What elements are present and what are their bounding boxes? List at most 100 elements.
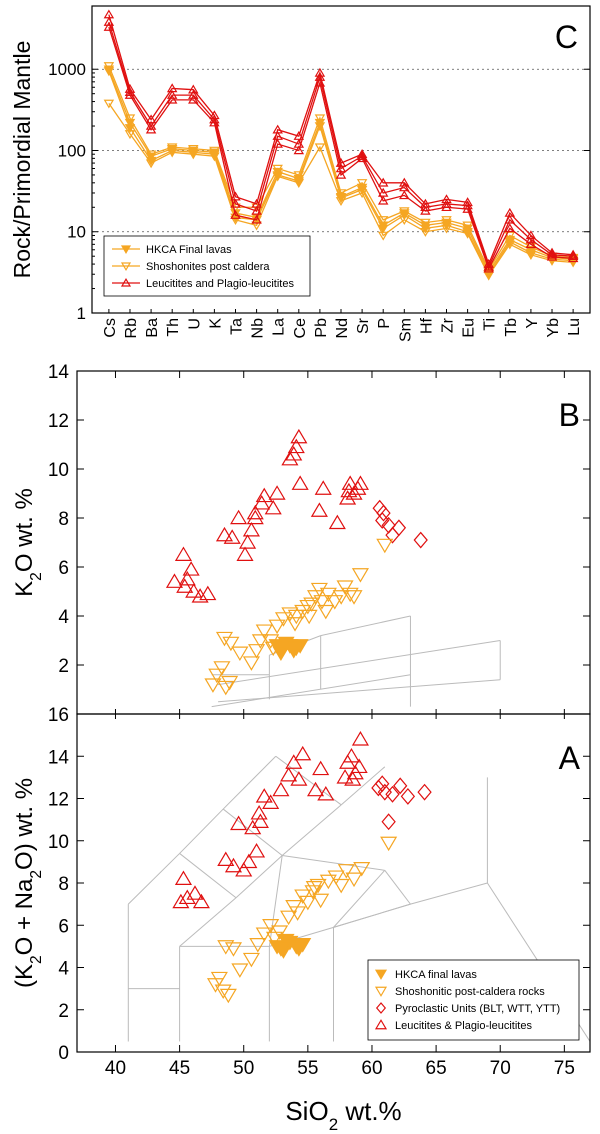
legend: HKCA Final lavas Shoshonites post caldera… <box>103 235 311 297</box>
data-point <box>185 583 203 598</box>
data-point <box>176 578 194 593</box>
data-point <box>299 599 317 615</box>
data-point <box>188 145 199 154</box>
y-axis-label: Rock/Primordial Mantle <box>9 41 35 279</box>
data-point <box>294 745 312 761</box>
data-point <box>188 84 199 94</box>
data-point <box>417 783 432 801</box>
label-part: (K <box>11 964 38 988</box>
label-part: O) wt. % <box>11 778 38 870</box>
data-point <box>353 861 371 877</box>
x-tick-label: La <box>271 318 288 336</box>
data-point <box>246 504 264 520</box>
data-point <box>210 971 228 987</box>
data-point <box>166 89 178 99</box>
classification-line <box>222 755 277 810</box>
classification-line <box>275 755 342 806</box>
classification-line <box>217 640 501 686</box>
y-tick-label: 10 <box>67 223 86 242</box>
data-point <box>377 195 389 205</box>
data-point <box>219 988 237 1004</box>
data-point <box>371 779 386 797</box>
classification-line <box>320 615 411 637</box>
x-tick-label: Sm <box>397 318 414 342</box>
classification-line <box>179 808 224 854</box>
data-point <box>262 634 280 649</box>
label-part: K <box>11 581 38 597</box>
data-point <box>306 781 325 797</box>
data-point <box>441 216 452 226</box>
panel-label: B <box>559 397 580 433</box>
label-part: 2 <box>28 572 45 581</box>
data-point <box>230 209 241 219</box>
classification-line <box>410 882 488 905</box>
data-point <box>313 595 331 610</box>
classification-line <box>333 869 386 928</box>
data-point <box>332 590 350 605</box>
data-point <box>272 138 283 148</box>
data-point <box>287 438 305 454</box>
data-point <box>230 509 248 525</box>
y-tick-label: 8 <box>58 509 69 530</box>
data-point <box>124 130 136 140</box>
data-point <box>525 239 537 249</box>
series-line <box>108 65 574 272</box>
data-point <box>483 263 494 273</box>
data-point <box>314 114 326 124</box>
data-point <box>251 214 262 224</box>
x-tick-label: Th <box>165 318 182 337</box>
classification-line <box>282 855 385 871</box>
data-point <box>255 487 273 503</box>
x-tick-label: 45 <box>169 1058 190 1079</box>
x-tick-label: Ta <box>228 318 245 335</box>
data-point <box>462 229 473 239</box>
data-point <box>377 224 389 234</box>
y-tick-label: 8 <box>58 874 69 895</box>
data-point <box>393 777 408 795</box>
data-point <box>420 218 431 228</box>
x-tick-label: Pb <box>313 318 330 338</box>
legend-label: HKCA final lavas <box>395 969 477 981</box>
data-point <box>255 788 273 803</box>
classification-line <box>211 674 411 708</box>
data-point <box>304 885 322 900</box>
data-point <box>290 428 308 444</box>
data-point <box>145 124 157 134</box>
data-point <box>250 804 268 820</box>
y-tick-label: 4 <box>58 959 69 980</box>
data-point <box>224 942 243 957</box>
data-point <box>293 145 305 155</box>
data-point <box>290 771 308 786</box>
x-tick-label: Sr <box>355 317 372 334</box>
data-point <box>264 641 282 657</box>
data-point <box>345 872 363 888</box>
data-point <box>213 661 231 676</box>
data-point <box>305 880 323 896</box>
data-point <box>124 114 136 124</box>
data-point <box>310 502 328 517</box>
legend-label: Pyroclastic Units (BLT, WTT, YTT) <box>395 1003 560 1015</box>
data-point <box>332 878 350 894</box>
data-point <box>290 942 308 957</box>
x-tick-label: Nb <box>250 318 267 339</box>
data-point <box>204 678 222 693</box>
classification-line <box>333 903 411 928</box>
x-tick-label: Lu <box>566 318 583 336</box>
data-point <box>376 538 394 554</box>
data-point <box>312 760 330 776</box>
legend-marker <box>120 245 132 254</box>
data-point <box>399 177 410 187</box>
data-point <box>281 607 299 622</box>
data-point <box>349 480 367 495</box>
data-point <box>248 644 266 659</box>
data-point <box>186 885 204 900</box>
data-point <box>319 587 337 603</box>
data-point <box>103 99 115 109</box>
data-point <box>231 646 249 662</box>
data-point <box>293 179 305 188</box>
data-point <box>350 758 368 774</box>
data-point <box>462 203 473 213</box>
y-tick-label: 14 <box>48 747 70 768</box>
data-point <box>314 480 332 495</box>
data-point <box>326 595 344 610</box>
